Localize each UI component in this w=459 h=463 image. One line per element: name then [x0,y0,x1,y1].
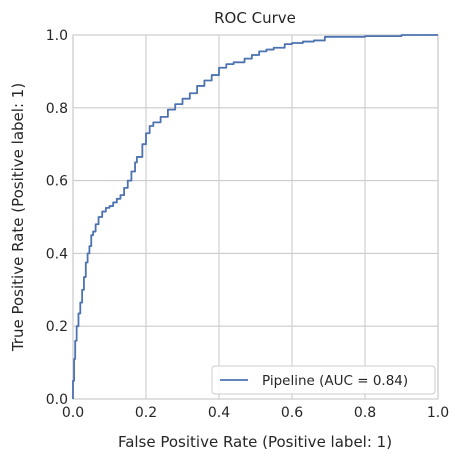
legend-box [211,365,436,395]
x-tick-label: 1.0 [427,405,449,421]
x-tick-label: 0.4 [208,405,230,421]
y-tick-label: 0.8 [46,101,68,117]
y-tick-label: 1.0 [46,28,68,44]
y-tick-labels: 0.0 0.2 0.4 0.6 0.8 1.0 [46,28,68,408]
plot-area-border [72,34,439,400]
y-tick-label: 0.6 [46,174,68,190]
y-axis-label: True Positive Rate (Positive label: 1) [9,83,27,352]
x-tick-label: 0.0 [62,405,84,421]
x-tick-label: 0.2 [135,405,157,421]
x-tick-labels: 0.0 0.2 0.4 0.6 0.8 1.0 [62,405,449,421]
x-axis-label: False Positive Rate (Positive label: 1) [118,433,392,451]
y-tick-label: 0.4 [46,246,68,262]
y-tick-label: 0.0 [46,392,68,408]
chart-title: ROC Curve [214,9,296,27]
y-tick-label: 0.2 [46,319,68,335]
x-tick-label: 0.6 [281,405,303,421]
grid [72,34,439,400]
x-tick-label: 0.8 [354,405,376,421]
roc-curve-group [72,34,438,399]
roc-curve-line [72,34,438,399]
legend-label: Pipeline (AUC = 0.84) [262,373,408,389]
legend: Pipeline (AUC = 0.84) [211,365,436,395]
